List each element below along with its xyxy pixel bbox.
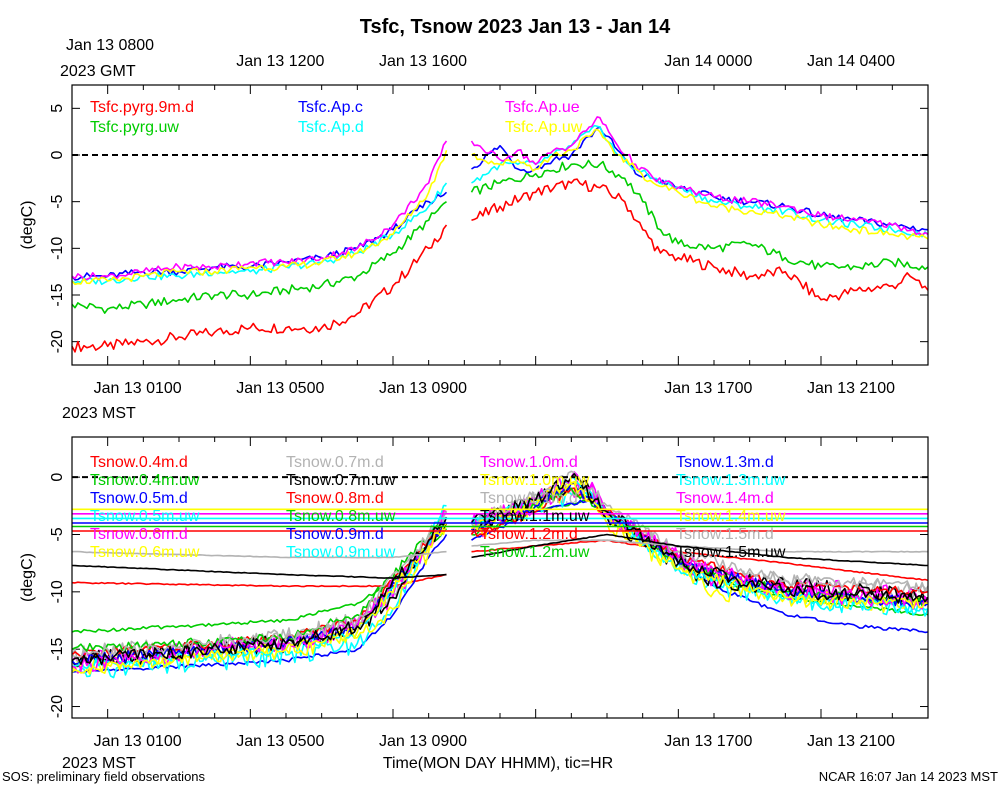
legend-entry: Tsnow.1.4m.d: [676, 490, 774, 507]
legend-entry: Tsnow.1.5m.d: [676, 526, 774, 543]
series-line-Tsfc-pyrg-9m-d: [71, 178, 929, 353]
chart-title: Tsfc, Tsnow 2023 Jan 13 - Jan 14: [360, 16, 671, 38]
top-x-tick-label: Jan 14 0000: [664, 53, 752, 70]
legend-entry: Tsnow.0.4m.uw: [90, 472, 200, 489]
legend-entry: Tsnow.0.8m.uw: [286, 508, 396, 525]
x-tick-label: Jan 13 0500: [236, 380, 324, 397]
y-tick-label: -5: [49, 194, 66, 208]
legend-entry: Tsnow.1.3m.d: [676, 454, 774, 471]
y-tick-label: -20: [49, 695, 66, 718]
y-axis-label: (degC): [19, 201, 36, 250]
legend-entry: Tsnow.1.1m.uw: [480, 508, 590, 525]
legend-entry: Tsnow.0.6m.d: [90, 526, 188, 543]
plot-frame: [71, 436, 929, 719]
legend-entry: Tsnow.0.9m.d: [286, 526, 384, 543]
legend-entry: Tsnow.0.5m.uw: [90, 508, 200, 525]
y-tick-label: 5: [49, 104, 66, 113]
y-tick-label: -15: [49, 638, 66, 661]
legend-entry: Tsfc.Ap.d: [298, 119, 364, 136]
y-tick-label: -20: [49, 330, 66, 353]
top-x-tick-label: Jan 14 0400: [807, 53, 895, 70]
legend-entry: Tsnow.0.8m.d: [286, 490, 384, 507]
gmt-year-label: 2023 GMT: [60, 63, 136, 80]
legend-entry: Tsnow.0.7m.d: [286, 454, 384, 471]
legend-entry: Tsnow.0.5m.d: [90, 490, 188, 507]
y-tick-label: 0: [49, 150, 66, 159]
footer-left-note: SOS: preliminary field observations: [2, 769, 206, 784]
legend-entry: Tsnow.1.2m.uw: [480, 544, 590, 561]
x-tick-label: Jan 13 0900: [379, 733, 467, 750]
x-tick-label: Jan 13 1700: [664, 733, 752, 750]
x-tick-label: Jan 13 1700: [664, 380, 752, 397]
legend-entry: Tsnow.1.4m.uw: [676, 508, 786, 525]
x-tick-label: Jan 13 0100: [94, 380, 182, 397]
series-line-Tsnow-1-1m-d: [71, 470, 929, 659]
series-line-Tsfc-Ap-d: [71, 124, 929, 286]
legend-entry: Tsnow.0.9m.uw: [286, 544, 396, 561]
legend-entry: Tsnow.0.6m.uw: [90, 544, 200, 561]
x-tick-label: Jan 13 0500: [236, 733, 324, 750]
footer-right-note: NCAR 16:07 Jan 14 2023 MST: [819, 769, 998, 784]
legend-entry: Tsfc.pyrg.9m.d: [90, 99, 194, 116]
legend-entry: Tsfc.Ap.ue: [505, 99, 580, 116]
series-line-Tsnow-1-1m-uw: [71, 473, 929, 666]
series-line-Tsfc-Ap-uw: [71, 128, 929, 286]
legend-entry: Tsfc.Ap.c: [298, 99, 363, 116]
tsnow-panel: 0 -5 -10 -15 -20 (degC) Jan 13 0100 Jan 13 0500…: [19, 436, 929, 750]
legend-entry: Tsfc.Ap.uw: [505, 119, 583, 136]
x-tick-label: Jan 13 2100: [807, 380, 895, 397]
y-tick-label: -15: [49, 283, 66, 306]
x-tick-label: Jan 13 2100: [807, 733, 895, 750]
top-x-tick-label: Jan 13 1600: [379, 53, 467, 70]
y-tick-label: -10: [49, 237, 66, 260]
legend-entry: Tsnow.1.1m.d: [480, 490, 578, 507]
legend-entry: Tsnow.1.5m.uw: [676, 544, 786, 561]
y-tick-label: -5: [49, 527, 66, 541]
series-line-Tsfc-Ap-c: [71, 126, 929, 281]
series-line-Tsfc-pyrg-uw: [71, 159, 929, 314]
mst-year-label-top: 2023 MST: [62, 405, 136, 422]
x-tick-label: Jan 13 0900: [379, 380, 467, 397]
mst-year-label-bottom: 2023 MST: [62, 755, 136, 772]
x-tick-label: Jan 13 0100: [94, 733, 182, 750]
y-axis-label: (degC): [19, 553, 36, 602]
legend-entry: Tsnow.1.0m.uw: [480, 472, 590, 489]
legend-entry: Tsnow.1.2m.d: [480, 526, 578, 543]
y-tick-label: -10: [49, 580, 66, 603]
legend-entry: Tsnow.0.4m.d: [90, 454, 188, 471]
plot-frame: [71, 84, 929, 366]
y-tick-label: 0: [49, 473, 66, 482]
legend-entry: Tsnow.0.7m.uw: [286, 472, 396, 489]
series-line-Tsfc-Ap-ue: [71, 116, 929, 281]
legend-entry: Tsnow.1.0m.d: [480, 454, 578, 471]
x-axis-label: Time(MON DAY HHMM), tic=HR: [383, 755, 613, 772]
series-line-Tsnow-1-5m-uw: [71, 533, 928, 579]
tsfc-panel: 5 0 -5 -10 -15 -20 (degC) Jan 13 0100 Jan 13 050…: [19, 53, 929, 397]
gmt-first-day-label: Jan 13 0800: [66, 37, 154, 54]
legend-entry: Tsnow.1.3m.uw: [676, 472, 786, 489]
legend-entry: Tsfc.pyrg.uw: [90, 119, 179, 136]
top-x-tick-label: Jan 13 1200: [236, 53, 324, 70]
